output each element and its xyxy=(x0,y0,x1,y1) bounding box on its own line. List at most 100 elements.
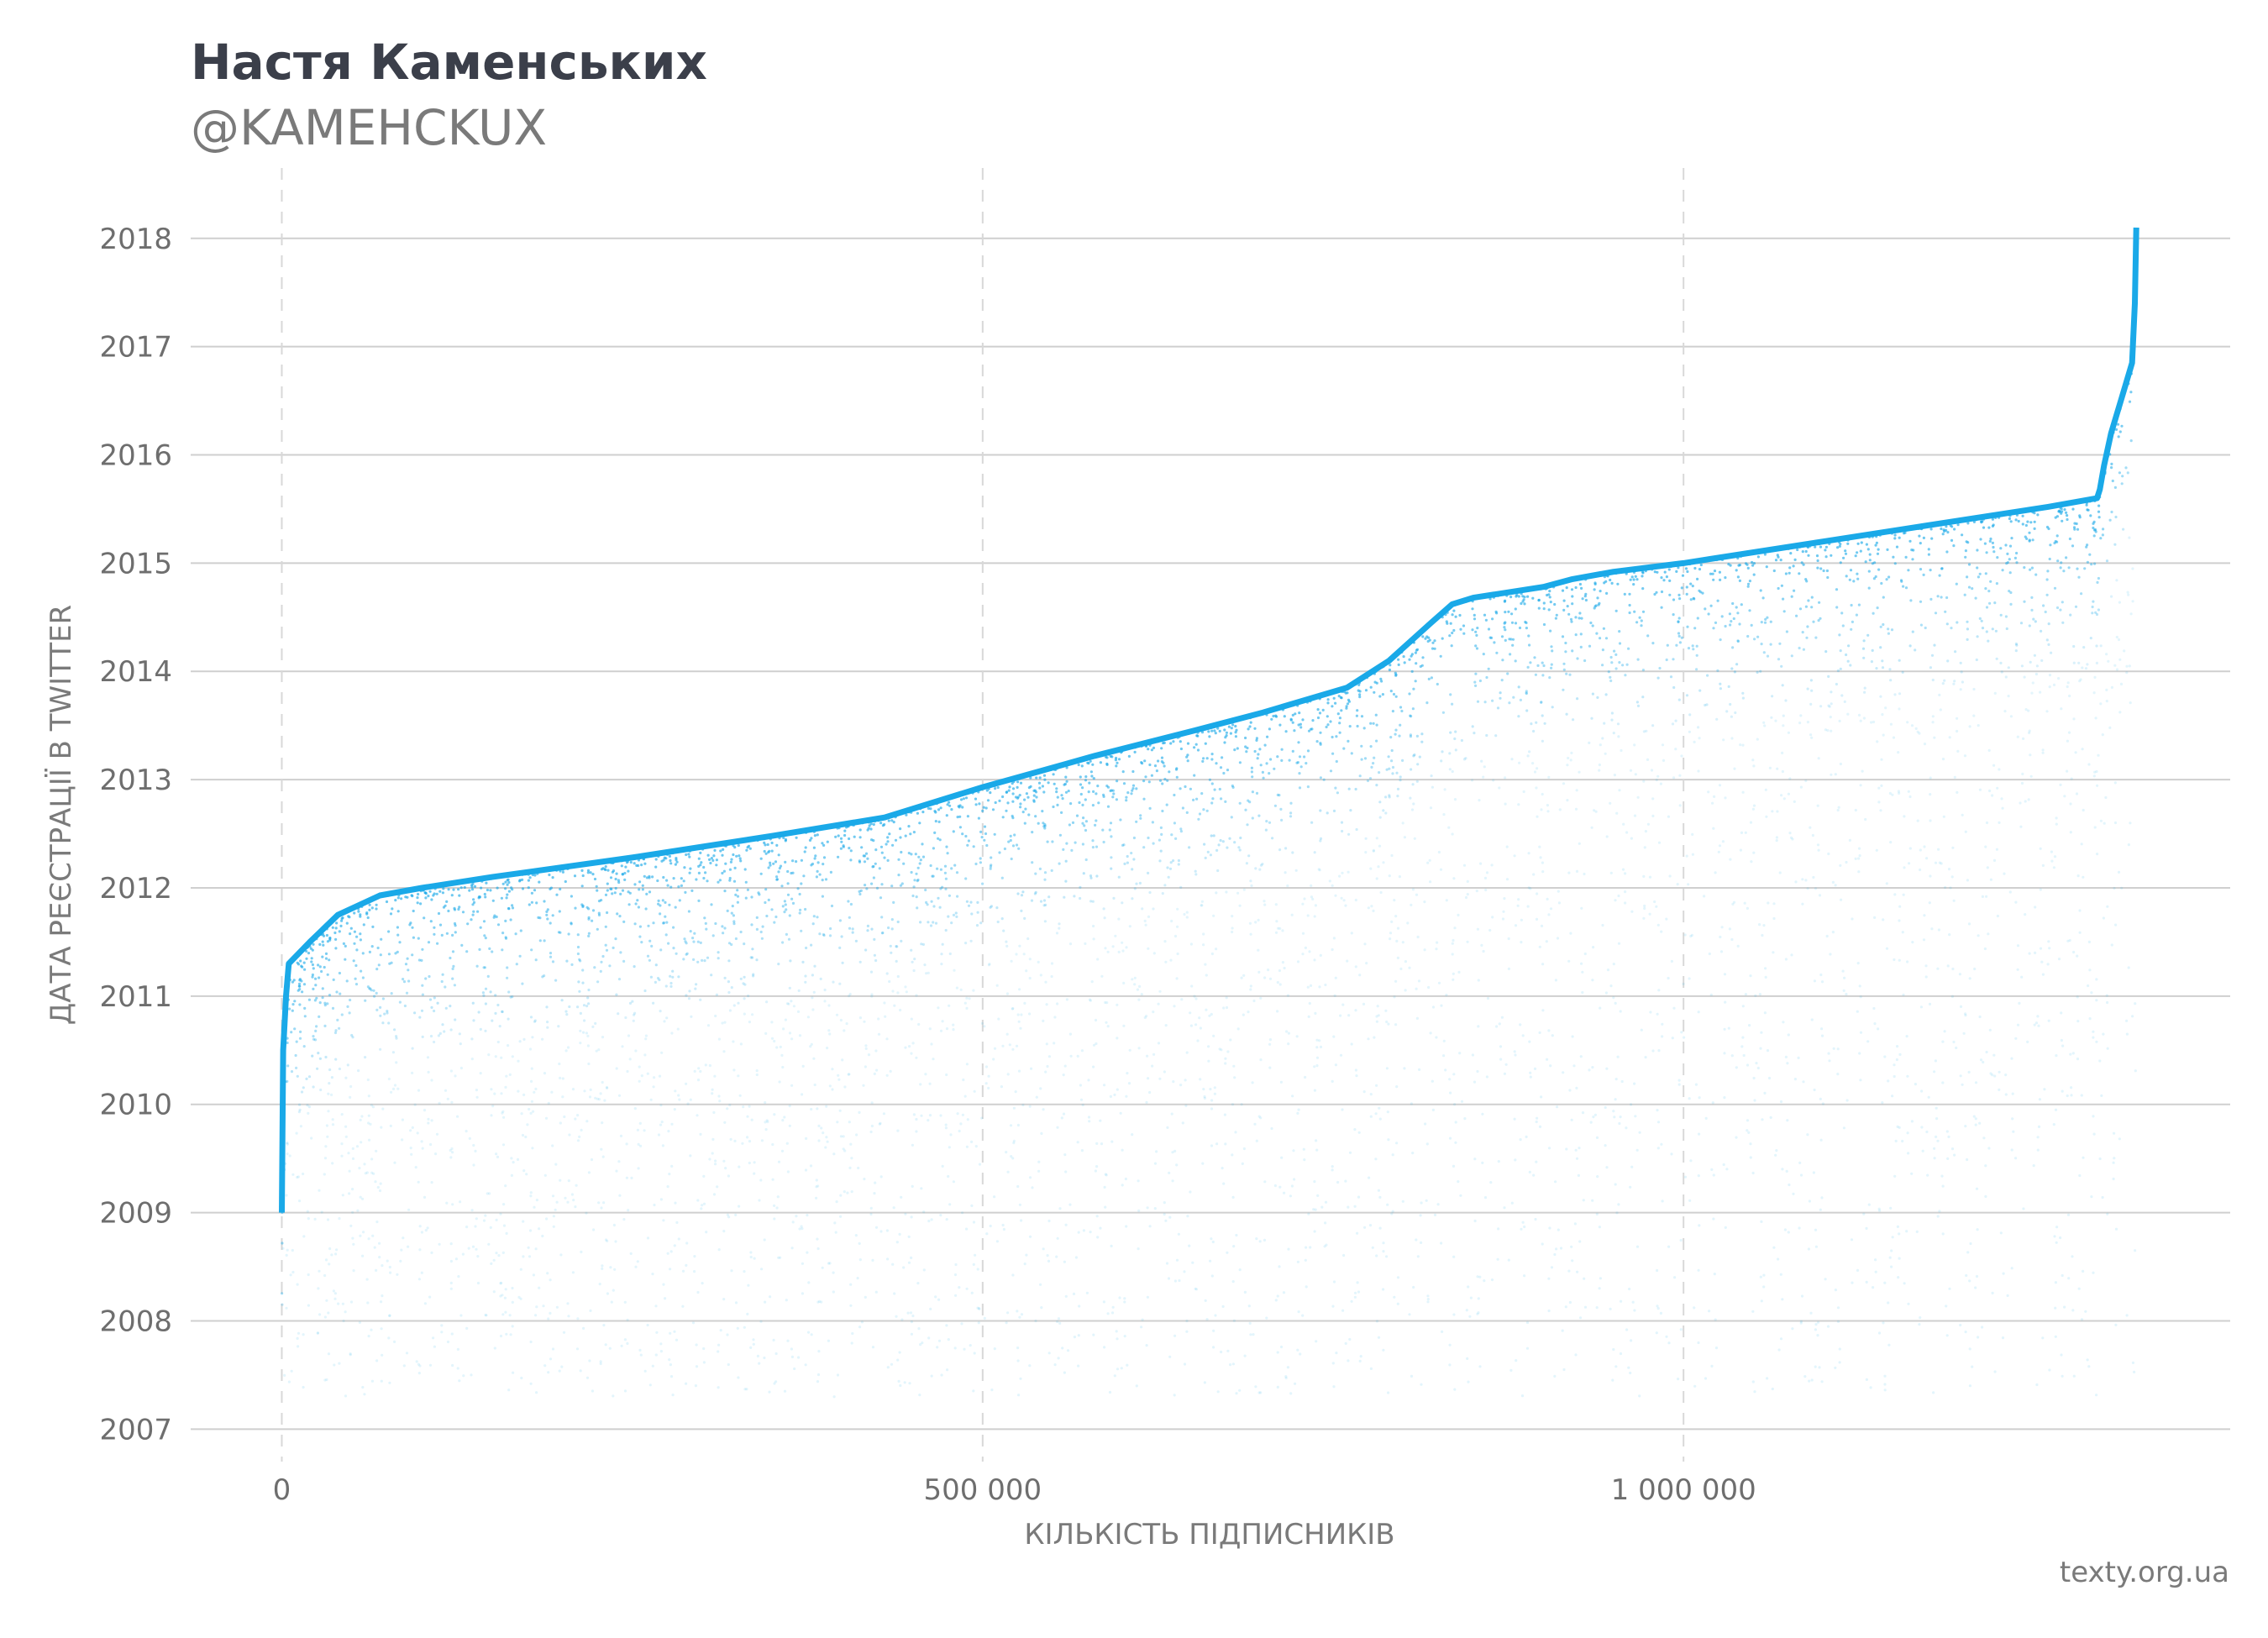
scatter-point xyxy=(659,1104,663,1107)
scatter-point xyxy=(605,1085,609,1089)
scatter-point xyxy=(1365,962,1368,965)
scatter-point xyxy=(1261,863,1264,866)
scatter-point xyxy=(369,1122,372,1126)
scatter-point xyxy=(962,797,965,801)
scatter-point xyxy=(922,1268,926,1272)
scatter-point xyxy=(2030,608,2034,612)
scatter-point xyxy=(1179,885,1183,889)
scatter-point xyxy=(964,834,968,838)
scatter-point xyxy=(780,885,784,888)
scatter-point xyxy=(364,999,367,1002)
scatter-point xyxy=(1403,836,1406,839)
scatter-point xyxy=(848,847,851,850)
scatter-point xyxy=(2030,566,2034,570)
scatter-point xyxy=(1065,766,1068,769)
scatter-point xyxy=(919,1083,922,1086)
scatter-point xyxy=(1534,673,1537,676)
scatter-point xyxy=(360,969,363,973)
scatter-point xyxy=(1274,714,1278,717)
scatter-point xyxy=(1141,1318,1144,1321)
scatter-point xyxy=(984,806,988,810)
scatter-point xyxy=(791,901,795,905)
scatter-point xyxy=(1781,1168,1784,1171)
scatter-point xyxy=(375,968,379,971)
scatter-point xyxy=(1184,785,1187,789)
scatter-point xyxy=(2076,874,2080,878)
scatter-point xyxy=(1166,779,1169,782)
scatter-point xyxy=(1901,931,1904,934)
scatter-point xyxy=(1354,898,1357,902)
scatter-point xyxy=(2097,608,2100,612)
scatter-point xyxy=(890,927,894,931)
scatter-point xyxy=(1448,768,1452,771)
scatter-point xyxy=(547,1317,550,1320)
scatter-point xyxy=(1859,719,1862,722)
scatter-point xyxy=(1825,934,1829,938)
scatter-point xyxy=(424,977,428,980)
scatter-point xyxy=(2011,1117,2014,1121)
scatter-point xyxy=(705,1231,708,1234)
scatter-point xyxy=(1883,1389,1887,1392)
scatter-point xyxy=(1448,1343,1452,1347)
scatter-point xyxy=(1370,905,1373,908)
scatter-point xyxy=(551,1144,554,1147)
scatter-point xyxy=(1693,1384,1697,1388)
scatter-point xyxy=(444,1006,448,1010)
scatter-point xyxy=(1445,620,1448,623)
scatter-point xyxy=(1136,988,1139,991)
scatter-point xyxy=(594,1021,597,1025)
scatter-point xyxy=(903,1381,906,1384)
scatter-point xyxy=(1691,853,1694,856)
scatter-point xyxy=(1865,1378,1868,1381)
scatter-point xyxy=(1678,804,1682,807)
scatter-point xyxy=(687,853,690,856)
scatter-point xyxy=(1205,1008,1208,1011)
scatter-point xyxy=(2008,517,2011,521)
scatter-point xyxy=(353,942,356,945)
scatter-point xyxy=(1236,891,1240,895)
scatter-point xyxy=(689,1098,692,1101)
scatter-point xyxy=(1749,974,1752,978)
scatter-point xyxy=(828,1262,832,1265)
scatter-point xyxy=(1991,794,1994,797)
scatter-point xyxy=(1278,794,1281,797)
scatter-point xyxy=(1151,821,1154,824)
scatter-point xyxy=(1395,1085,1399,1089)
scatter-point xyxy=(980,1116,984,1120)
scatter-point xyxy=(1578,1147,1581,1150)
scatter-point xyxy=(1092,937,1095,941)
scatter-point xyxy=(837,855,840,858)
scatter-point xyxy=(445,1201,449,1205)
scatter-point xyxy=(1579,1055,1583,1058)
scatter-point xyxy=(2110,462,2113,466)
scatter-point xyxy=(1827,1052,1830,1055)
scatter-point xyxy=(1616,582,1620,585)
scatter-point xyxy=(1256,757,1259,760)
scatter-point xyxy=(1872,612,1875,615)
scatter-point xyxy=(321,996,324,1000)
scatter-point xyxy=(811,922,815,926)
scatter-point xyxy=(2029,521,2033,524)
scatter-point xyxy=(574,1205,577,1209)
scatter-point xyxy=(1189,1190,1192,1194)
scatter-point xyxy=(581,981,585,984)
scatter-point xyxy=(1683,1036,1686,1039)
scatter-point xyxy=(1181,1121,1184,1125)
scatter-point xyxy=(1159,826,1163,830)
scatter-point xyxy=(1007,840,1011,843)
scatter-point xyxy=(684,940,687,943)
scatter-point xyxy=(979,857,982,860)
scatter-point xyxy=(1209,853,1212,857)
scatter-point xyxy=(1179,1084,1183,1087)
scatter-point xyxy=(1062,1112,1066,1116)
scatter-point xyxy=(2098,1059,2102,1063)
scatter-point xyxy=(947,1174,950,1179)
scatter-point xyxy=(318,1015,321,1018)
scatter-point xyxy=(307,1273,310,1277)
scatter-point xyxy=(1601,664,1604,667)
scatter-point xyxy=(1363,942,1367,946)
scatter-point xyxy=(704,871,707,874)
scatter-point xyxy=(2120,886,2124,890)
scatter-point xyxy=(502,1224,507,1227)
scatter-point xyxy=(952,830,955,833)
